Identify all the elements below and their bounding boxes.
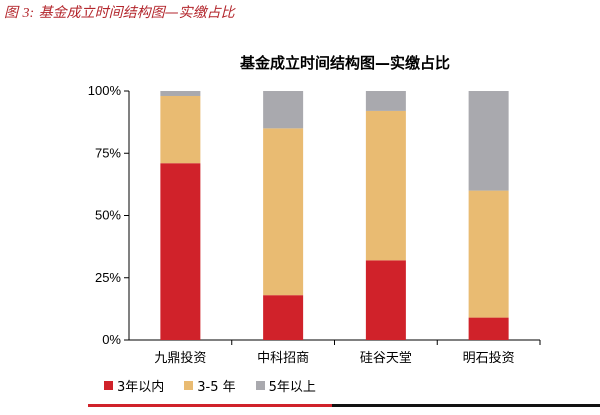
legend-label-series-0: 3年以内 [117, 380, 165, 395]
figure-caption-text: 基金成立时间结构图—实缴占比 [38, 5, 235, 21]
y-tick-label: 100% [88, 83, 122, 98]
x-category-label: 硅谷天堂 [360, 351, 412, 366]
legend: 3年以内 3-5 年 5年以上 [104, 376, 316, 395]
legend-item-series-2: 5年以上 [255, 376, 316, 395]
y-tick-label: 0% [102, 332, 121, 347]
legend-label-series-2: 5年以上 [268, 380, 316, 395]
legend-item-series-1: 3-5 年 [184, 376, 236, 395]
bar-segment-九鼎投资-series-1 [160, 95, 201, 164]
bar-segment-九鼎投资-series-0 [160, 163, 201, 340]
bar-segment-中科招商-series-0 [263, 295, 304, 340]
x-category-label: 明石投资 [463, 350, 515, 366]
bar-segment-九鼎投资-series-2 [160, 91, 201, 96]
legend-item-series-0: 3年以内 [104, 376, 164, 395]
legend-label-series-1: 3-5 年 [197, 380, 236, 395]
footer-rule-black [332, 404, 600, 407]
y-tick-label: 50% [95, 208, 121, 223]
bar-segment-中科招商-series-1 [263, 128, 304, 296]
legend-swatch-series-2 [255, 381, 265, 390]
bar-segment-明石投资-series-2 [468, 91, 509, 191]
chart-title: 基金成立时间结构图—实缴占比 [239, 54, 450, 72]
y-tick-label: 25% [95, 270, 121, 285]
legend-swatch-series-1 [184, 381, 194, 390]
figure-label: 图 [4, 5, 18, 21]
figure-number: 3: [22, 6, 35, 21]
x-category-label: 九鼎投资 [154, 350, 206, 366]
bar-segment-中科招商-series-2 [263, 91, 304, 129]
bar-segment-明石投资-series-0 [468, 317, 509, 340]
bar-segment-硅谷天堂-series-2 [365, 91, 406, 111]
bar-segment-硅谷天堂-series-0 [365, 260, 406, 340]
y-tick-label: 75% [95, 145, 121, 160]
bar-segment-硅谷天堂-series-1 [365, 110, 406, 261]
figure-caption: 图 3: 基金成立时间结构图—实缴占比 [4, 2, 235, 22]
legend-swatch-series-0 [104, 381, 113, 390]
x-category-label: 中科招商 [257, 351, 309, 366]
bar-segment-明石投资-series-1 [468, 190, 509, 318]
footer-rule-red [88, 404, 332, 407]
